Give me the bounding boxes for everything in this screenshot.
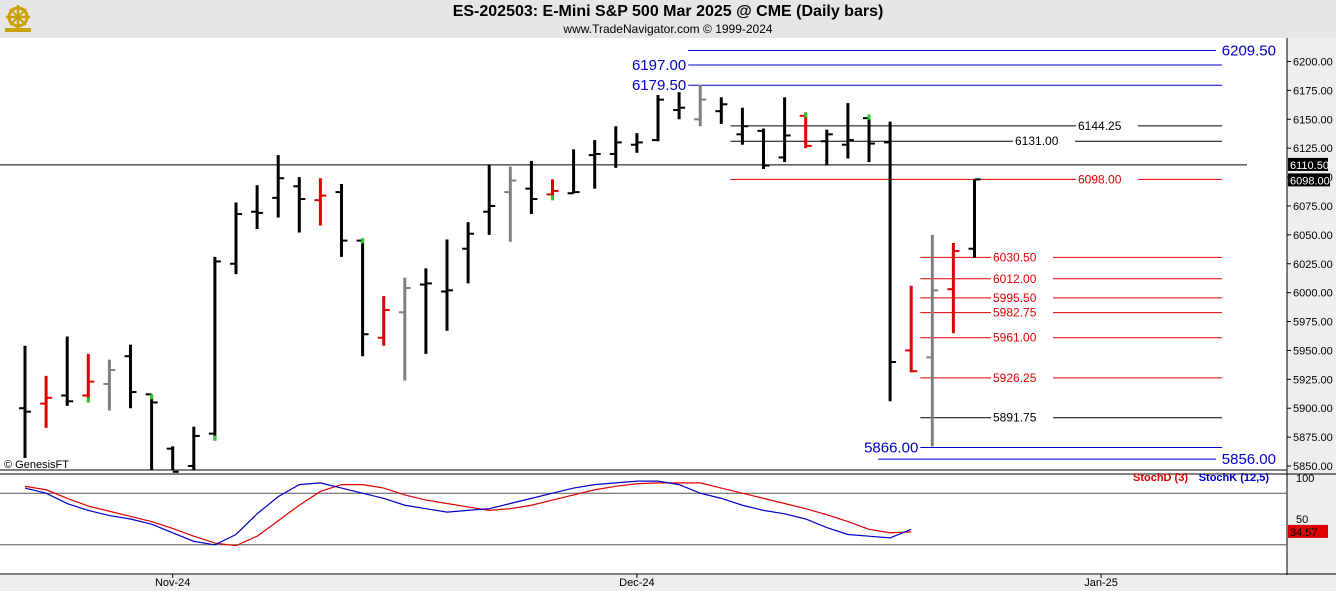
level-label-bg bbox=[1216, 450, 1276, 467]
y-tick-label: 6025.00 bbox=[1293, 259, 1333, 271]
stoch-legend-entry: StochD (3) bbox=[1133, 472, 1188, 484]
level-label: 5891.75 bbox=[993, 411, 1037, 425]
chart-subtitle: www.TradeNavigator.com © 1999-2024 bbox=[563, 22, 773, 36]
y-tick-label: 5875.00 bbox=[1293, 432, 1333, 444]
level-label: 6209.50 bbox=[1222, 43, 1276, 60]
level-label-bg bbox=[991, 269, 1053, 286]
stoch-last-value: 34.57 bbox=[1290, 527, 1318, 539]
current-price-label: 6110.50 bbox=[1290, 160, 1329, 172]
level-label: 5926.25 bbox=[993, 371, 1037, 385]
signal-tick bbox=[150, 394, 154, 400]
level-label-bg bbox=[858, 438, 919, 455]
level-label-bg bbox=[991, 328, 1053, 345]
chart-header: ES-202503: E-Mini S&P 500 Mar 2025 @ CME… bbox=[0, 0, 1336, 38]
stoch-tick-label: 100 bbox=[1296, 473, 1314, 485]
x-tick-label: Nov-24 bbox=[155, 577, 190, 589]
current-price-box bbox=[1288, 157, 1328, 171]
stochastic-panel: 100 50 StochD (3) StochK (12,5) 34.57 bbox=[0, 472, 1328, 547]
y-tick-label: 5900.00 bbox=[1293, 403, 1333, 415]
level-label-bg bbox=[991, 303, 1053, 320]
level-label: 5961.00 bbox=[993, 331, 1037, 345]
y-tick-label: 6050.00 bbox=[1293, 230, 1333, 242]
signal-tick bbox=[804, 112, 808, 118]
x-axis-labels: Nov-24 Dec-24 Jan-25 bbox=[155, 574, 1118, 589]
stoch-legend-entry: StochK (12,5) bbox=[1199, 472, 1270, 484]
level-label-bg bbox=[991, 408, 1053, 425]
level-label-bg bbox=[1216, 41, 1276, 58]
price-axis bbox=[1287, 38, 1336, 591]
level-label: 6179.50 bbox=[632, 77, 686, 94]
signal-tick bbox=[213, 435, 217, 441]
x-tick-label: Dec-24 bbox=[619, 577, 654, 589]
signal-tick bbox=[86, 397, 90, 403]
y-tick-label: 6125.00 bbox=[1293, 143, 1333, 155]
level-label: 5982.75 bbox=[993, 306, 1037, 320]
signal-tick bbox=[551, 195, 554, 201]
last-price-box bbox=[1288, 173, 1330, 187]
x-tick-label: Jan-25 bbox=[1084, 577, 1118, 589]
y-tick-label: 6150.00 bbox=[1293, 114, 1333, 126]
level-label: 6197.00 bbox=[632, 57, 686, 74]
level-label: 6098.00 bbox=[1078, 172, 1122, 186]
time-axis bbox=[0, 575, 1336, 591]
stoch-line-d bbox=[24, 482, 912, 547]
level-label-bg bbox=[1013, 132, 1075, 149]
level-label-bg bbox=[1076, 116, 1138, 133]
y-tick-label: 6075.00 bbox=[1293, 201, 1333, 213]
level-label: 6012.00 bbox=[993, 272, 1037, 286]
level-label: 6131.00 bbox=[1015, 134, 1059, 148]
y-tick-label: 6200.00 bbox=[1293, 57, 1333, 69]
level-labels: 6209.50 6197.00 6179.50 6144.25 6131.00 6098.… bbox=[626, 41, 1330, 468]
chart-title: ES-202503: E-Mini S&P 500 Mar 2025 @ CME… bbox=[452, 3, 884, 20]
signal-tick bbox=[867, 114, 871, 120]
level-label: 5856.00 bbox=[1222, 451, 1276, 468]
level-label-bg bbox=[991, 368, 1053, 385]
y-tick-label: 6000.00 bbox=[1293, 288, 1333, 300]
level-label: 5866.00 bbox=[864, 440, 918, 457]
level-label: 6144.25 bbox=[1078, 119, 1122, 133]
level-label-bg bbox=[626, 76, 687, 93]
signal-tick bbox=[361, 238, 365, 244]
last-price-label: 6098.00 bbox=[1290, 175, 1330, 187]
y-axis-ticks: 6200.006175.006150.006125.006100.006075.… bbox=[1287, 57, 1333, 473]
level-label-bg bbox=[991, 288, 1053, 305]
watermark: © GenesisFT bbox=[4, 459, 69, 471]
stoch-line-k bbox=[24, 480, 912, 546]
y-tick-label: 5925.00 bbox=[1293, 374, 1333, 386]
ship-wheel-logo-icon bbox=[5, 5, 31, 32]
y-tick-label: 5950.00 bbox=[1293, 345, 1333, 357]
level-label-bg bbox=[991, 248, 1053, 265]
stoch-tick-label: 50 bbox=[1296, 514, 1308, 526]
level-label: 5995.50 bbox=[993, 291, 1037, 305]
level-label-bg bbox=[1076, 170, 1138, 187]
y-tick-label: 5975.00 bbox=[1293, 317, 1333, 329]
level-label-bg bbox=[626, 55, 687, 72]
y-tick-label: 6175.00 bbox=[1293, 85, 1333, 97]
ohlc-bars bbox=[19, 84, 981, 473]
y-tick-label: 5850.00 bbox=[1293, 461, 1333, 473]
level-label: 6030.50 bbox=[993, 250, 1037, 264]
stoch-last-value-box bbox=[1288, 524, 1328, 538]
